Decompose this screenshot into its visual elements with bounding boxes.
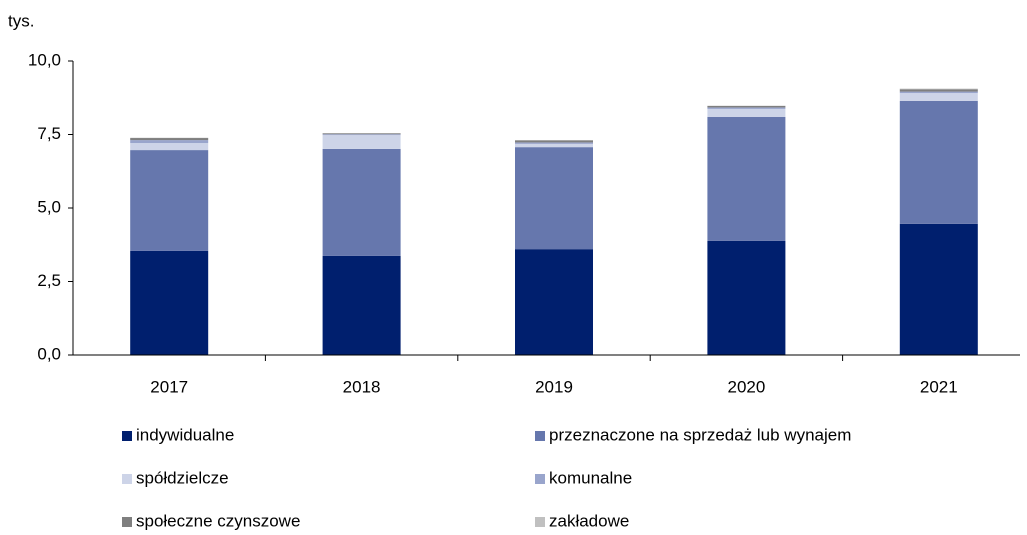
x-tick-label: 2018 [343, 377, 381, 396]
y-tick-label: 2,5 [37, 271, 61, 290]
legend-swatch [535, 474, 545, 484]
bar-segment [515, 142, 593, 144]
y-tick-label: 7,5 [37, 124, 61, 143]
bar-segment [707, 107, 786, 109]
legend-swatch [122, 517, 132, 527]
bar-segment [899, 223, 978, 355]
bar-segment [707, 116, 786, 241]
y-tick-label: 5,0 [37, 197, 61, 216]
legend-swatch [122, 474, 132, 484]
bar-segment [130, 250, 209, 355]
bar-segment [322, 134, 401, 136]
legend-label: przeznaczone na sprzedaż lub wynajem [549, 425, 851, 444]
legend-swatch [535, 431, 545, 441]
bar-segment [899, 93, 978, 101]
bar-segment [130, 150, 209, 251]
bar-segment [899, 100, 978, 224]
bar-segment [515, 140, 593, 143]
bar-segment [899, 91, 978, 94]
y-axis-label: tys. [8, 11, 34, 30]
y-tick-label: 10,0 [28, 50, 61, 69]
legend-label: indywidualne [136, 425, 234, 444]
y-tick-label: 0,0 [37, 344, 61, 363]
bar-segment [707, 240, 786, 355]
bar-segment [130, 138, 209, 141]
legend-label: zakładowe [549, 511, 629, 530]
bar-segment [899, 89, 978, 92]
bar-segment [899, 88, 978, 90]
bar-segment [130, 140, 209, 144]
bar-segment [322, 133, 401, 135]
bar-segment [322, 148, 401, 256]
bar-segment [130, 143, 209, 151]
legend-label: komunalne [549, 468, 632, 487]
legend-swatch [122, 431, 132, 441]
x-tick-label: 2021 [920, 377, 958, 396]
bar-segment [515, 143, 593, 148]
legend-label: spółdzielcze [136, 468, 229, 487]
x-tick-label: 2017 [150, 377, 188, 396]
x-tick-label: 2020 [727, 377, 765, 396]
bar-segment [515, 147, 593, 250]
bar-segment [322, 135, 401, 149]
bar-segment [707, 105, 786, 108]
x-tick-label: 2019 [535, 377, 573, 396]
legend-swatch [535, 517, 545, 527]
bar-segment [707, 108, 786, 117]
bar-segment [322, 255, 401, 355]
legend-label: społeczne czynszowe [136, 511, 300, 530]
bar-segment [515, 249, 593, 355]
